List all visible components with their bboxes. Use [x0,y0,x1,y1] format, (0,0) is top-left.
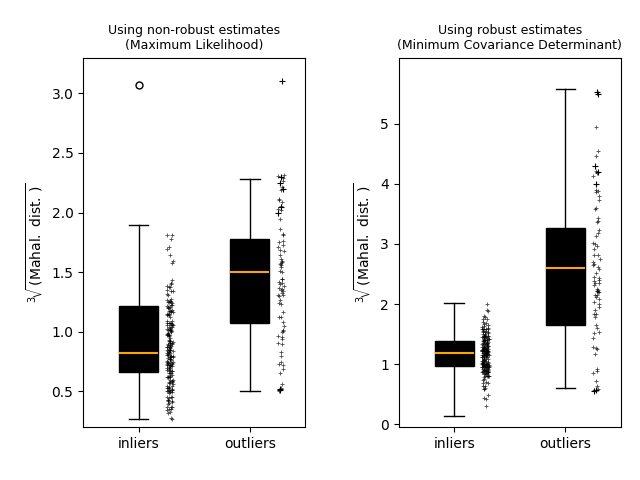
Title: Using robust estimates
(Minimum Covariance Determinant): Using robust estimates (Minimum Covarian… [397,24,622,52]
PathPatch shape [230,239,269,324]
PathPatch shape [546,228,585,325]
PathPatch shape [435,341,474,366]
Y-axis label: $\mathregular{^3\!\sqrt{\,(Mahal.\ dist.\,)}}$: $\mathregular{^3\!\sqrt{\,(Mahal.\ dist.… [353,182,374,302]
Y-axis label: $\mathregular{^3\!\sqrt{\,(Mahal.\ dist.\,)}}$: $\mathregular{^3\!\sqrt{\,(Mahal.\ dist.… [25,182,46,302]
PathPatch shape [119,306,158,372]
Title: Using non-robust estimates
(Maximum Likelihood): Using non-robust estimates (Maximum Like… [108,24,280,52]
